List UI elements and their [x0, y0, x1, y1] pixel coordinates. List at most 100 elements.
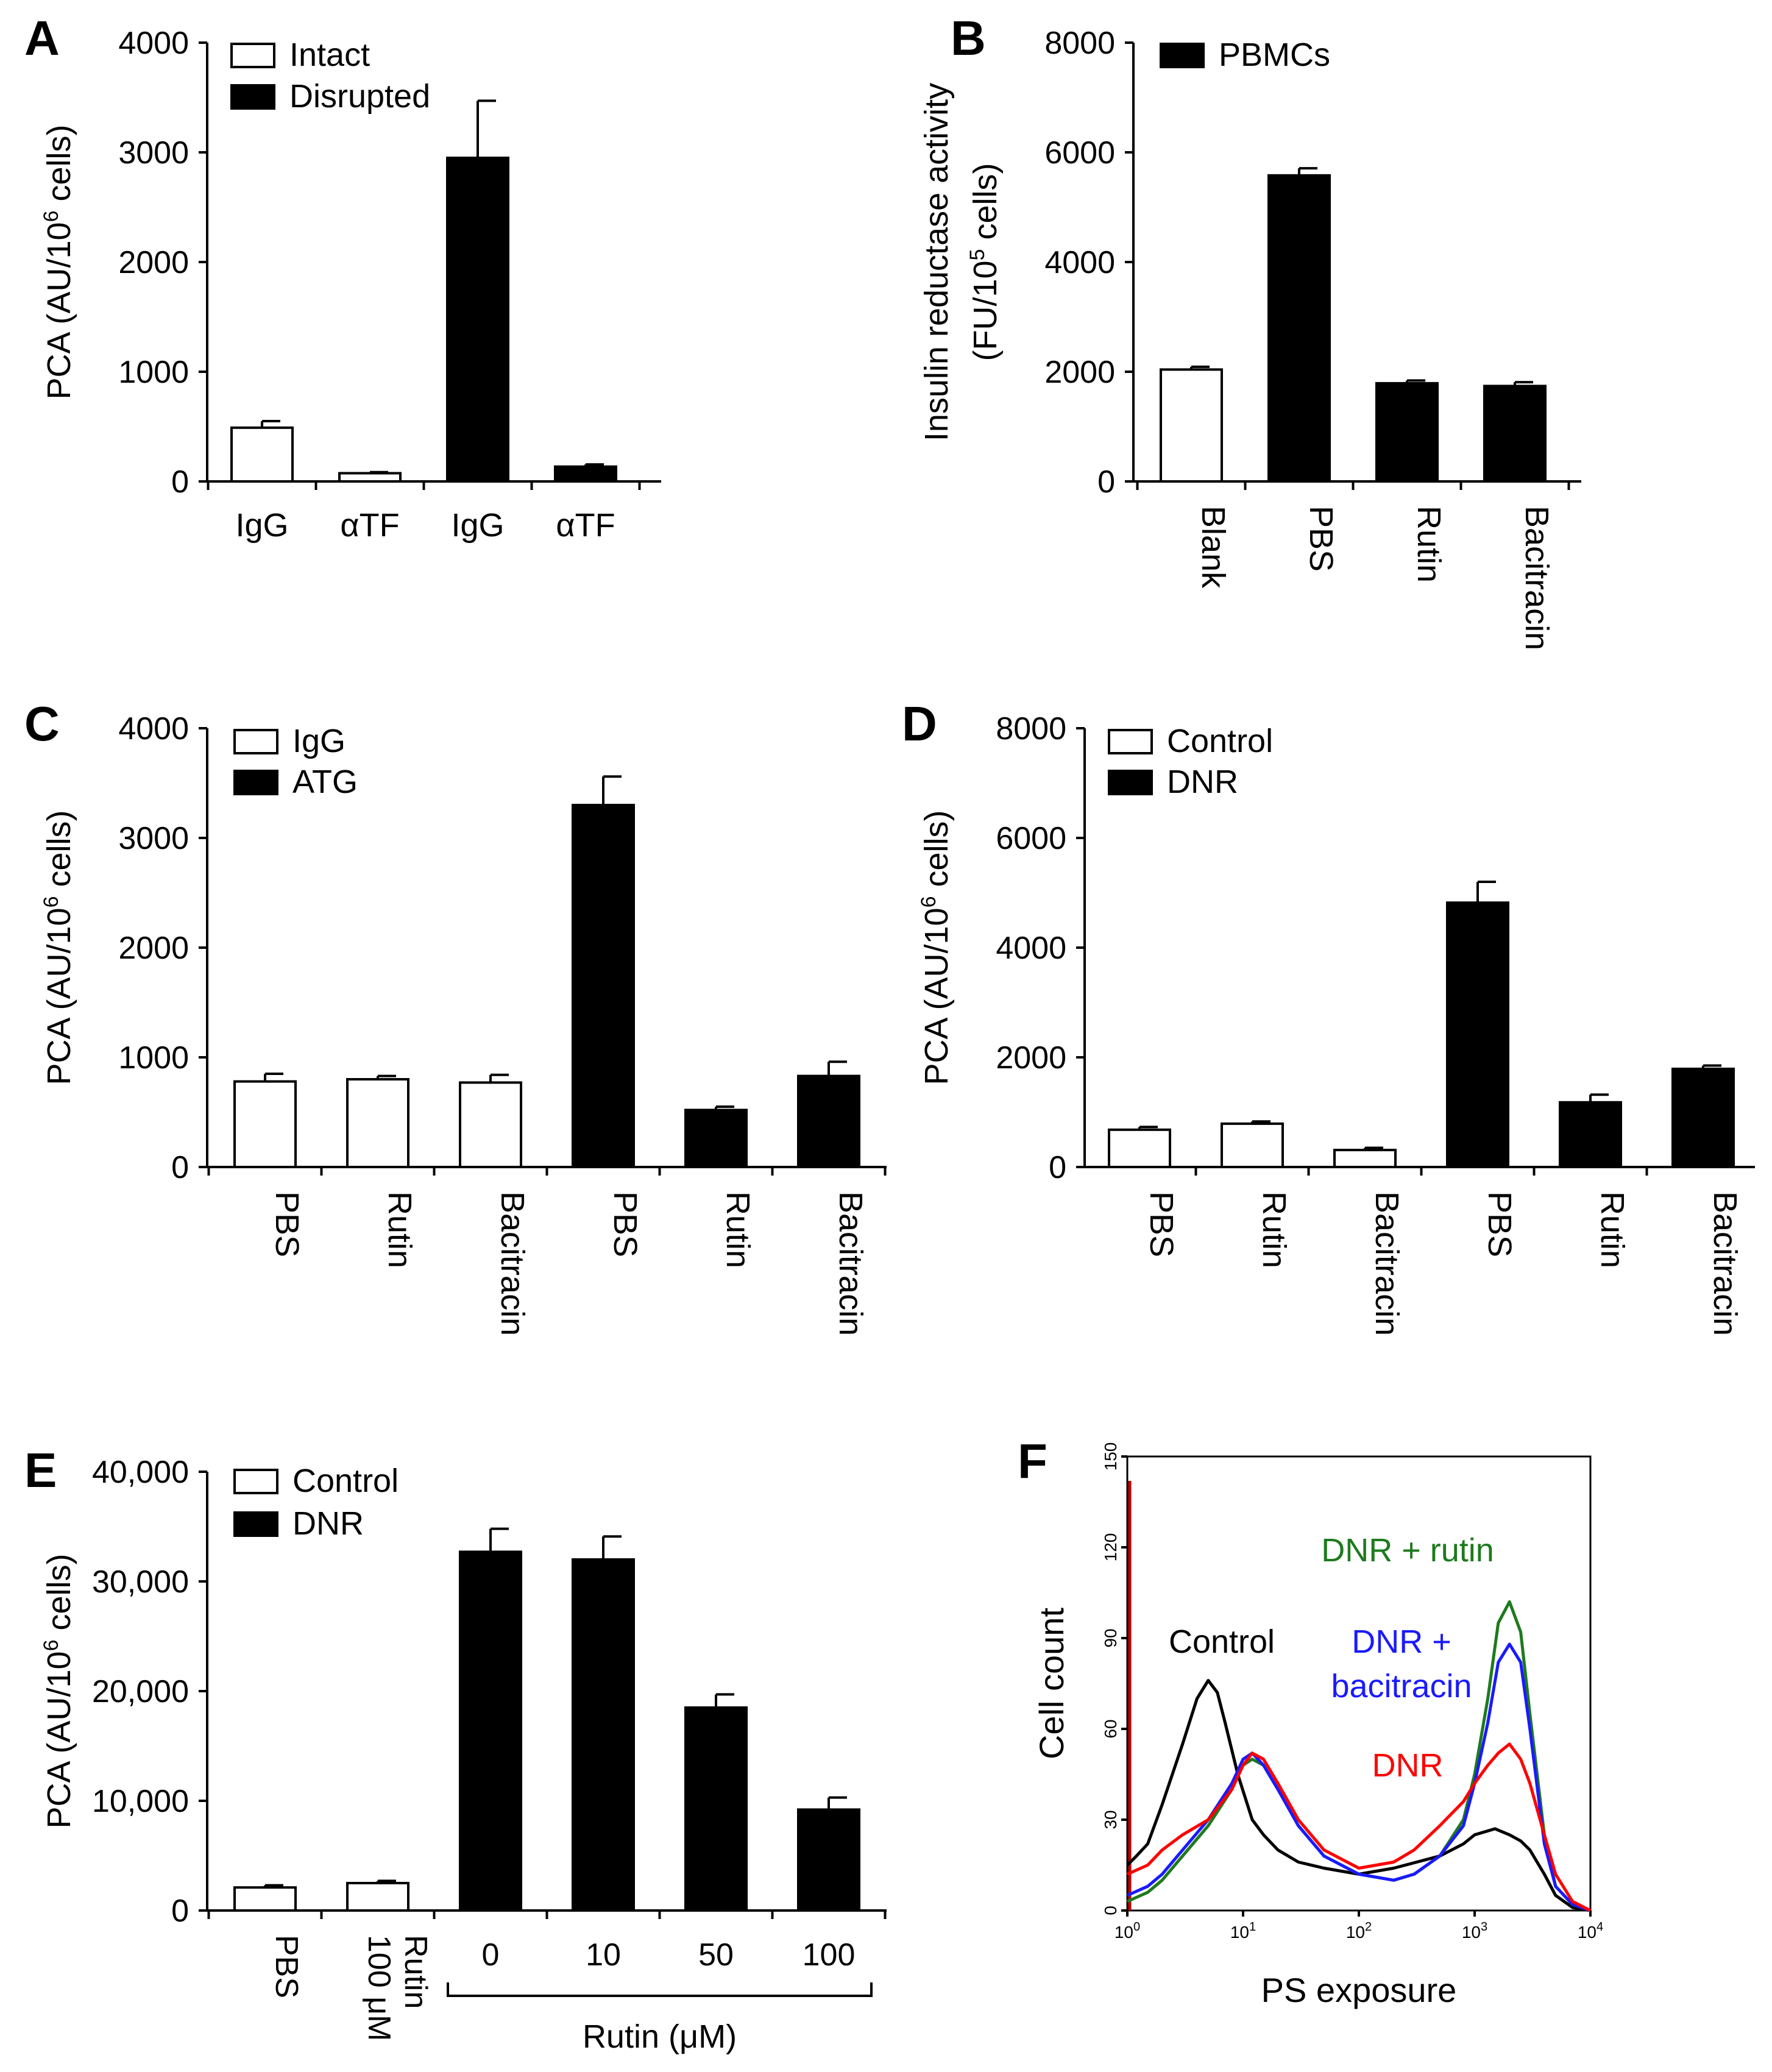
x-tick-exp: 3: [1481, 1920, 1487, 1934]
legend-swatch: [233, 729, 278, 754]
legend-swatch: [233, 1511, 278, 1537]
x-tick-base: 10: [1462, 1923, 1481, 1942]
x-tick-label: PBS: [607, 1191, 643, 1257]
y-tick-label: 3000: [118, 821, 189, 856]
legend-label: DNR: [292, 1505, 364, 1542]
x-tick-label: Rutin: [1411, 506, 1447, 583]
bar: [459, 1550, 522, 1912]
y-axis-label-part: 6: [40, 1639, 63, 1651]
x-tick-label: PBS: [269, 1191, 305, 1257]
y-axis-label-part: 5: [966, 249, 989, 261]
panel-a: A 0 1000 2000 3000 4000 PCA (AU/106 cells) Inta…: [24, 11, 661, 544]
x-tick-label: 101: [1230, 1920, 1256, 1942]
x-tick-label: Bacitracin: [832, 1191, 869, 1336]
x-tick-label: IgG: [235, 507, 288, 544]
y-tick-label: 4000: [118, 711, 189, 747]
y-axis-label: PCA (AU/106 cells): [40, 810, 77, 1085]
y-tick-label: 1000: [118, 1040, 189, 1076]
bar: [338, 472, 402, 483]
x-tick-exp: 4: [1597, 1920, 1603, 1934]
bar: [684, 1706, 748, 1912]
bar: [572, 1558, 635, 1912]
bar: [1375, 381, 1439, 483]
x-tick-label: 104: [1578, 1920, 1603, 1942]
legend-swatch: [230, 84, 275, 110]
bar: [1160, 368, 1223, 483]
panel-c: C 0 1000 2000 3000 4000 PCA (AU/106 cells) IgG A…: [24, 697, 887, 1336]
legend-label: IgG: [292, 723, 346, 759]
y-axis-label-part: PCA (AU/10: [918, 907, 955, 1085]
y-axis-label-part: cells): [967, 163, 1004, 249]
panel-label: D: [902, 697, 937, 751]
y-tick-label: 150: [1101, 1442, 1120, 1471]
dose-label: 50: [698, 1937, 734, 1973]
dose-label: 0: [482, 1937, 500, 1973]
bar: [1267, 174, 1331, 483]
y-axis-label-part: PCA (AU/10: [41, 907, 77, 1085]
y-axis-label-part: PCA (AU/10: [41, 222, 77, 399]
x-tick-label: Rutin: [1594, 1191, 1631, 1268]
legend-label: Disrupted: [289, 78, 430, 115]
series-line-control: [1126, 1679, 1591, 1912]
x-tick-label: 100 μM: [361, 1935, 397, 2041]
x-tick-label: 102: [1346, 1920, 1372, 1942]
y-axis-label: PCA (AU/106 cells): [40, 1553, 77, 1828]
y-tick-label: 0: [1101, 1906, 1120, 1915]
bar: [797, 1808, 860, 1912]
bar: [1483, 385, 1547, 483]
legend-swatch: [1160, 43, 1205, 68]
y-axis-label-part: cells): [41, 1553, 77, 1639]
y-tick-label: 6000: [996, 821, 1066, 856]
annotation-dnr: DNR: [1372, 1747, 1444, 1784]
x-tick-label: Bacitracin: [1369, 1191, 1405, 1336]
y-axis-label-part: cells): [918, 810, 955, 896]
y-axis-label-part: cells): [41, 810, 77, 896]
panel-label: C: [24, 697, 60, 751]
bar: [1559, 1101, 1622, 1169]
legend-label: DNR: [1167, 764, 1238, 800]
y-tick-label: 20,000: [92, 1674, 189, 1709]
y-axis-label-part: 6: [40, 210, 63, 222]
bar: [554, 465, 617, 483]
bar: [233, 1080, 297, 1168]
y-axis-label: Insulin reductase activity: [918, 83, 955, 441]
legend-swatch: [1108, 770, 1153, 795]
bar: [230, 426, 294, 483]
legend-label: Control: [292, 1463, 399, 1499]
y-axis-label: (FU/105 cells): [966, 163, 1004, 361]
y-tick-label: 0: [1097, 464, 1115, 500]
y-tick-label: 8000: [996, 711, 1066, 747]
y-axis-label-part: 6: [40, 896, 63, 907]
y-tick-label: 6000: [1044, 135, 1115, 171]
x-axis-label: PS exposure: [1261, 1971, 1457, 2009]
series-line-dnr: [1126, 1742, 1592, 1912]
x-tick-label: Blank: [1195, 506, 1232, 589]
bar: [1333, 1149, 1397, 1168]
y-axis-label-part: cells): [41, 124, 77, 210]
dose-label: 100: [803, 1937, 856, 1973]
y-axis-label: PCA (AU/106 cells): [917, 810, 955, 1085]
panel-label: E: [24, 1443, 57, 1497]
y-tick-label: 2000: [1044, 355, 1115, 390]
y-tick-label: 0: [171, 464, 189, 500]
panel-b: B 0 2000 4000 6000 8000 Insulin reductase acti…: [918, 11, 1581, 650]
panel-label: B: [951, 11, 986, 65]
y-tick-label: 3000: [118, 135, 189, 171]
bar: [446, 157, 509, 483]
x-tick-exp: 2: [1365, 1920, 1372, 1934]
annotation-dnr-bacitracin: DNR +: [1352, 1623, 1451, 1660]
x-tick-label: PBS: [1303, 506, 1339, 572]
y-tick-label: 30,000: [92, 1564, 189, 1600]
y-tick-label: 4000: [996, 931, 1066, 966]
legend-swatch: [233, 770, 278, 795]
y-axis-label-part: PCA (AU/10: [41, 1651, 77, 1828]
x-tick-exp: 0: [1133, 1920, 1140, 1934]
panel-d: D 0 2000 4000 6000 8000 PCA (AU/106 cells) Cont…: [902, 697, 1755, 1336]
x-tick-base: 10: [1346, 1923, 1365, 1942]
legend-label: PBMCs: [1219, 37, 1330, 73]
bar: [1108, 1128, 1171, 1169]
bar: [1446, 901, 1509, 1168]
y-tick-label: 2000: [118, 245, 189, 280]
y-tick-label: 30: [1101, 1810, 1120, 1829]
